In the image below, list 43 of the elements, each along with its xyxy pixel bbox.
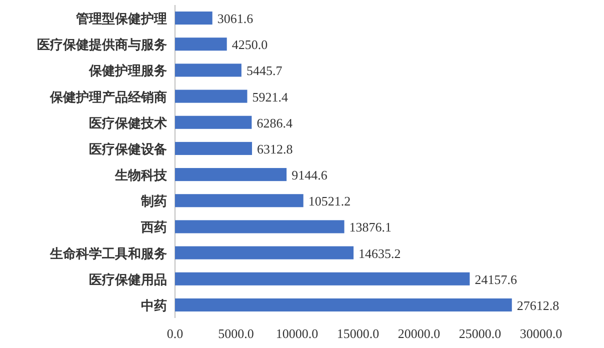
data-label: 10521.2	[308, 194, 351, 209]
data-label: 6312.8	[257, 141, 293, 156]
y-tick-label: 管理型保健护理	[75, 11, 167, 26]
bar	[175, 38, 227, 51]
data-label: 27612.8	[516, 298, 560, 313]
data-label: 24157.6	[474, 272, 518, 287]
y-tick-label: 医疗保健用品	[89, 272, 167, 287]
y-tick-label: 生物科技	[114, 168, 168, 183]
x-tick-label: 0.0	[166, 326, 184, 341]
bar	[175, 142, 252, 155]
data-label: 6286.4	[256, 115, 293, 130]
x-tick-label: 5000.0	[218, 326, 254, 341]
bar	[175, 64, 242, 77]
bar	[175, 12, 212, 25]
data-label: 3061.6	[217, 11, 254, 26]
data-label: 13876.1	[349, 220, 392, 235]
data-label: 4250.0	[232, 37, 268, 52]
y-tick-label: 西药	[140, 220, 167, 235]
bar	[175, 220, 344, 234]
x-tick-label: 30000.0	[520, 326, 562, 341]
data-label: 9144.6	[292, 168, 328, 183]
y-tick-label: 医疗保健技术	[89, 115, 167, 130]
bar	[175, 194, 304, 208]
x-tick-label: 10000.0	[276, 326, 318, 341]
y-tick-label: 医疗保健提供商与服务	[37, 37, 167, 52]
y-tick-label: 医疗保健设备	[89, 141, 167, 156]
bar	[175, 272, 470, 286]
bar	[175, 246, 354, 260]
x-tick-label: 25000.0	[458, 326, 502, 341]
x-tick-label: 20000.0	[398, 326, 440, 341]
bar	[175, 116, 252, 129]
y-tick-label: 生命科学工具和服务	[49, 246, 167, 261]
data-label: 5921.4	[252, 89, 288, 104]
data-label: 5445.7	[246, 63, 283, 78]
y-tick-label: 保健护理产品经销商	[49, 89, 167, 104]
bar	[175, 168, 287, 182]
data-label: 14635.2	[358, 246, 401, 261]
y-tick-label: 中药	[141, 298, 167, 313]
bar	[175, 90, 248, 103]
y-tick-label: 制药	[140, 194, 167, 209]
x-tick-label: 15000.0	[336, 326, 380, 341]
bar	[175, 298, 512, 312]
y-tick-label: 保健护理服务	[88, 63, 167, 78]
